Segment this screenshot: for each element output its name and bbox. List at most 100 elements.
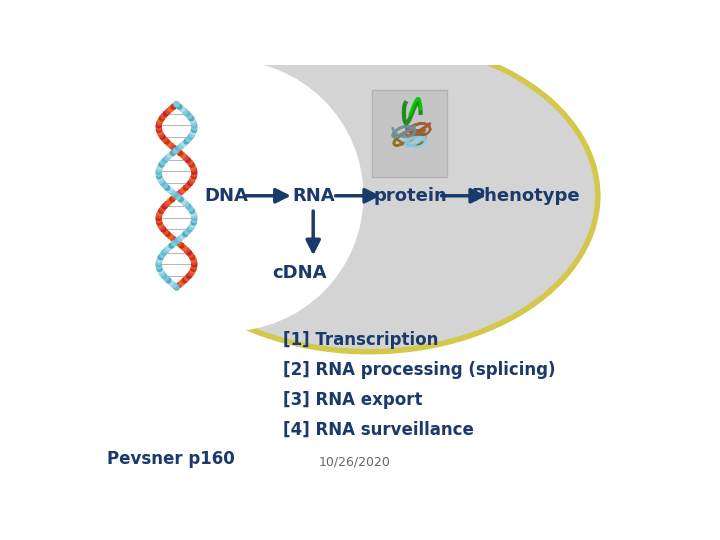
Point bbox=[171, 283, 182, 292]
Point bbox=[168, 144, 180, 153]
Point bbox=[158, 225, 169, 234]
Point bbox=[171, 100, 182, 109]
Point bbox=[185, 114, 197, 123]
Point bbox=[179, 230, 191, 238]
Point bbox=[164, 151, 176, 159]
Point bbox=[176, 105, 188, 113]
Point bbox=[181, 274, 193, 282]
Point bbox=[179, 153, 191, 162]
Point bbox=[171, 283, 182, 292]
Point bbox=[174, 281, 185, 289]
Point bbox=[153, 262, 165, 271]
Point bbox=[161, 246, 172, 254]
Point bbox=[156, 177, 167, 185]
Point bbox=[184, 225, 196, 234]
Point bbox=[155, 130, 166, 139]
Point bbox=[185, 269, 197, 278]
Point bbox=[186, 177, 197, 185]
Point bbox=[166, 141, 177, 150]
Point bbox=[182, 181, 194, 190]
Point bbox=[184, 158, 196, 166]
Point bbox=[189, 262, 200, 271]
Point bbox=[182, 202, 194, 211]
Point bbox=[171, 237, 183, 245]
Point bbox=[160, 156, 171, 164]
Point bbox=[188, 128, 199, 137]
Point bbox=[153, 218, 165, 227]
Point bbox=[153, 125, 165, 134]
Text: cDNA: cDNA bbox=[272, 264, 326, 282]
Point bbox=[160, 109, 171, 118]
Point bbox=[189, 123, 200, 132]
Point bbox=[172, 190, 184, 199]
Point bbox=[175, 195, 186, 204]
Point bbox=[153, 167, 164, 176]
Text: DNA: DNA bbox=[204, 187, 248, 205]
Ellipse shape bbox=[140, 40, 598, 352]
Point bbox=[178, 197, 189, 206]
Point bbox=[156, 132, 168, 141]
Point bbox=[174, 148, 186, 157]
Point bbox=[156, 160, 167, 169]
Point bbox=[186, 130, 198, 139]
Point bbox=[187, 174, 199, 183]
Point bbox=[165, 278, 176, 287]
Point bbox=[176, 141, 187, 150]
Point bbox=[163, 244, 175, 252]
Point bbox=[163, 276, 174, 285]
Point bbox=[177, 151, 189, 159]
Point bbox=[162, 153, 174, 162]
Point bbox=[168, 281, 179, 289]
Text: [1] Transcription: [1] Transcription bbox=[282, 331, 438, 349]
Text: [4] RNA surveillance: [4] RNA surveillance bbox=[282, 421, 473, 438]
Point bbox=[181, 137, 192, 146]
Point bbox=[179, 244, 190, 252]
Text: protein: protein bbox=[374, 187, 448, 205]
Point bbox=[179, 107, 191, 116]
Point bbox=[168, 239, 180, 247]
Point bbox=[183, 134, 194, 143]
Point bbox=[188, 211, 199, 220]
Point bbox=[186, 253, 198, 261]
Point bbox=[154, 220, 166, 229]
Point bbox=[170, 146, 181, 155]
Point bbox=[166, 188, 178, 197]
Point bbox=[174, 102, 185, 111]
Point bbox=[153, 123, 164, 132]
Point bbox=[153, 265, 165, 273]
Text: [3] RNA export: [3] RNA export bbox=[282, 391, 422, 409]
Point bbox=[171, 100, 182, 109]
Point bbox=[163, 107, 174, 116]
Point bbox=[189, 258, 200, 266]
Point bbox=[160, 274, 171, 282]
Point bbox=[156, 269, 168, 278]
Point bbox=[189, 170, 200, 178]
Point bbox=[160, 227, 171, 236]
Point bbox=[187, 220, 199, 229]
Point bbox=[183, 248, 194, 257]
Point bbox=[187, 209, 199, 218]
Point bbox=[181, 109, 193, 118]
Point bbox=[154, 163, 166, 171]
Point bbox=[175, 188, 186, 197]
Point bbox=[153, 216, 164, 225]
Point bbox=[158, 272, 169, 280]
Point bbox=[184, 204, 196, 213]
Point bbox=[162, 230, 174, 238]
Point bbox=[180, 184, 192, 192]
Point bbox=[168, 102, 179, 111]
Text: Pevsner p160: Pevsner p160 bbox=[107, 450, 235, 468]
Point bbox=[184, 272, 195, 280]
Point bbox=[167, 148, 179, 157]
Point bbox=[156, 251, 168, 259]
Point bbox=[155, 116, 166, 125]
Point bbox=[186, 116, 198, 125]
Point bbox=[169, 193, 181, 201]
Point bbox=[177, 232, 189, 241]
Point bbox=[172, 193, 184, 201]
Point bbox=[164, 186, 176, 194]
Point bbox=[184, 179, 196, 187]
Ellipse shape bbox=[90, 60, 364, 332]
Point bbox=[186, 222, 197, 231]
Point bbox=[156, 206, 167, 215]
